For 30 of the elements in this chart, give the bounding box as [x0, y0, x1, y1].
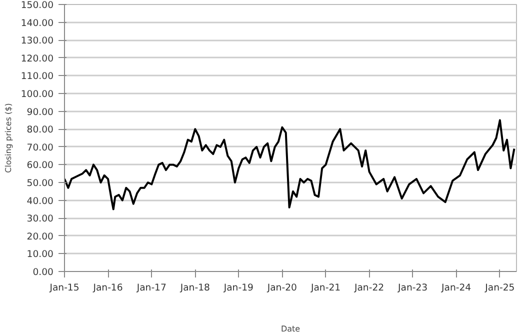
x-axis-title: Date: [280, 324, 300, 334]
x-tick-label: Jan-19: [222, 282, 254, 294]
x-tick-label: Jan-17: [136, 282, 167, 294]
y-tick-label: 40.00: [26, 196, 54, 207]
x-tick-label: Jan-20: [266, 282, 298, 294]
y-tick-label: 20.00: [26, 231, 54, 242]
y-tick-label: 130.00: [20, 36, 54, 47]
y-tick-label: 100.00: [20, 89, 54, 100]
x-tick-label: Jan-16: [92, 282, 123, 294]
y-tick-label: 140.00: [20, 18, 54, 29]
y-tick-label: 70.00: [26, 142, 54, 154]
x-tick-label: Jan-24: [440, 282, 472, 294]
x-tick-label: Jan-18: [179, 282, 210, 294]
y-tick-label: 120.00: [20, 53, 54, 64]
y-tick-label: 30.00: [26, 214, 54, 225]
y-tick-label: 90.00: [26, 106, 54, 118]
y-axis-title: Closing prices ($): [4, 103, 13, 173]
x-tick-label: Jan-23: [396, 282, 428, 294]
x-tick-label: Jan-22: [353, 282, 384, 294]
y-tick-label: 110.00: [20, 71, 54, 82]
y-tick-label: 10.00: [26, 249, 54, 260]
y-tick-label: 50.00: [26, 178, 54, 189]
x-tick-label: Jan-21: [310, 282, 341, 294]
y-tick-label: 0.00: [32, 267, 54, 278]
y-tick-label: 150.00: [20, 0, 54, 11]
y-tick-label: 60.00: [26, 160, 54, 172]
line-series: [64, 119, 516, 210]
x-tick-label: Jan-25: [484, 282, 515, 294]
y-tick-label: 80.00: [26, 124, 54, 136]
x-tick-label: Jan-15: [48, 282, 80, 294]
